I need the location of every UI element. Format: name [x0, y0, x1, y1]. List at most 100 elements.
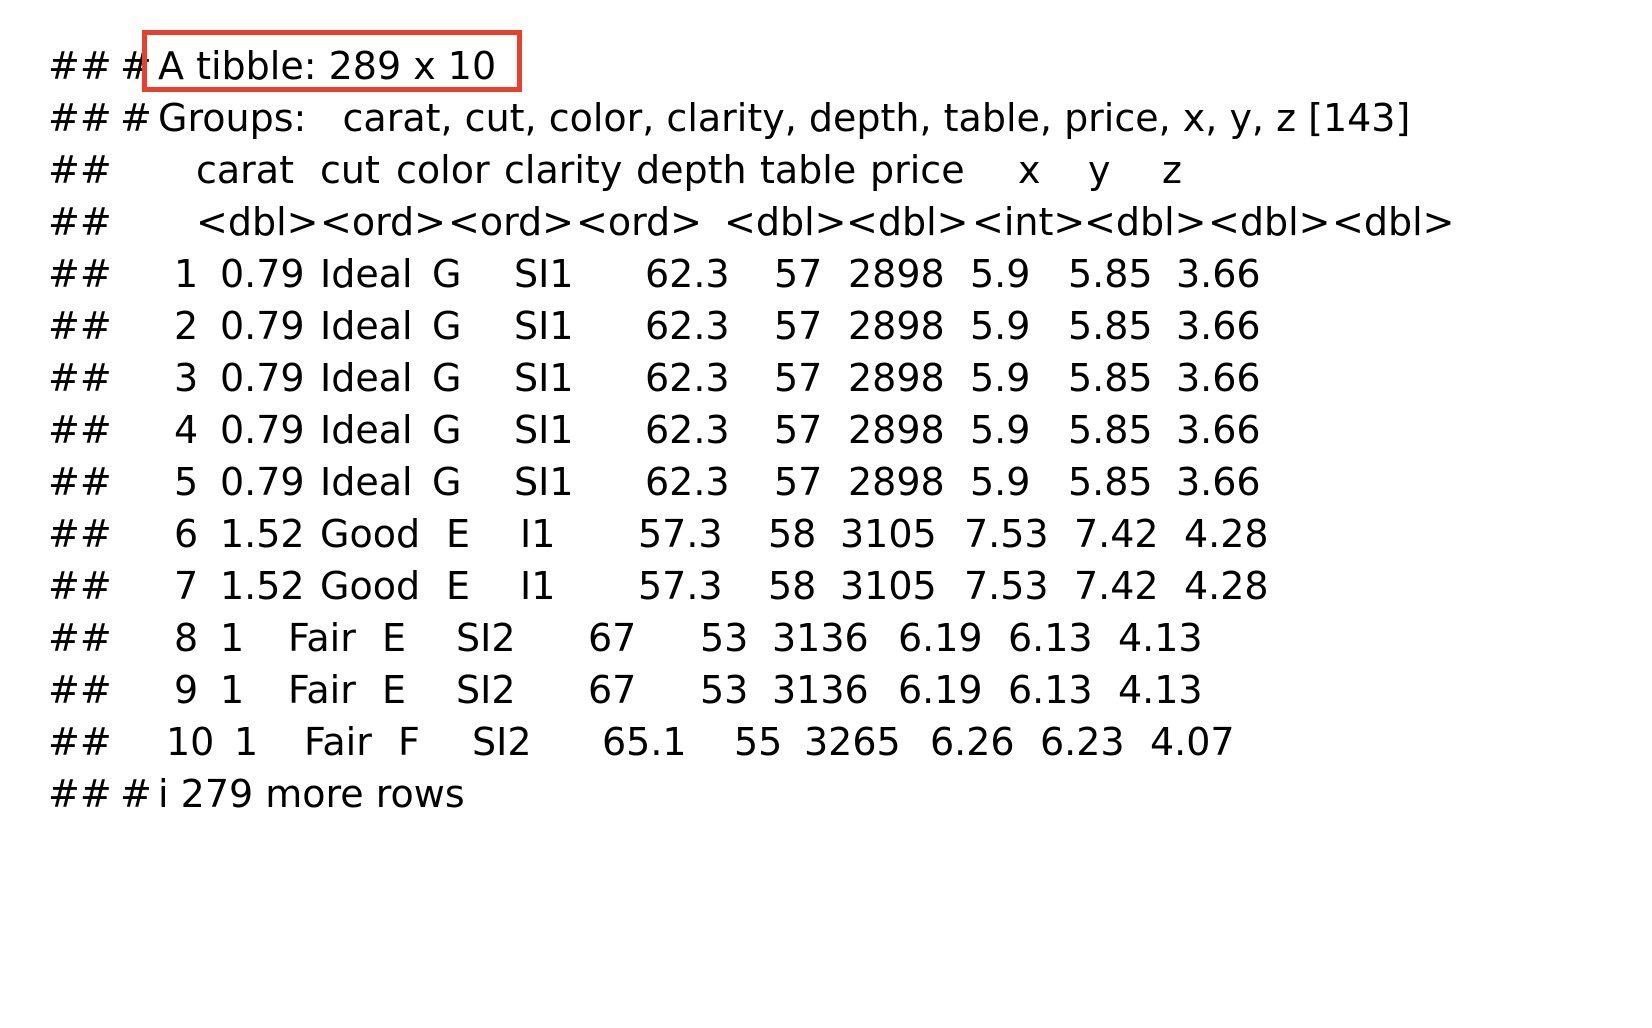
cell-clarity: SI1	[514, 460, 574, 504]
cell-clarity: SI1	[514, 304, 574, 348]
table-rows: ## 1 0.79 Ideal G SI1 62.3 57 2898 5.9 5.85 3.66 ## 2…	[48, 248, 1608, 768]
cell-color: E	[446, 512, 471, 556]
row-index: 8	[174, 616, 199, 660]
cell-y: 7.42	[1074, 564, 1159, 608]
cell-price: 2898	[848, 252, 945, 296]
column-header-carat: carat	[196, 148, 294, 192]
table-row: ## 5 0.79 Ideal G SI1 62.3 57 2898 5.9 5.85 3.66	[48, 456, 1608, 508]
cell-table: 58	[768, 564, 817, 608]
comment-prefix: ##	[48, 564, 112, 608]
cell-x: 6.26	[930, 720, 1015, 764]
cell-z: 3.66	[1176, 356, 1261, 400]
comment-marker: #	[120, 772, 152, 816]
column-header-z: z	[1162, 148, 1182, 192]
cell-x: 5.9	[970, 252, 1031, 296]
cell-depth: 62.3	[645, 356, 730, 400]
cell-depth: 62.3	[645, 408, 730, 452]
cell-z: 4.28	[1184, 564, 1269, 608]
cell-color: G	[432, 460, 462, 504]
cell-table: 55	[734, 720, 783, 764]
cell-y: 6.13	[1008, 668, 1093, 712]
cell-y: 6.13	[1008, 616, 1093, 660]
cell-cut: Fair	[288, 668, 356, 712]
column-type-line: ## <dbl> <ord> <ord> <ord> <dbl> <dbl> <int> <d…	[48, 196, 1608, 248]
cell-clarity: I1	[520, 512, 556, 556]
cell-depth: 62.3	[645, 252, 730, 296]
cell-y: 5.85	[1068, 252, 1153, 296]
column-type-y: <dbl>	[1208, 200, 1331, 244]
cell-cut: Fair	[304, 720, 372, 764]
column-type-cut: <ord>	[320, 200, 447, 244]
cell-carat: 0.79	[220, 252, 305, 296]
cell-depth: 57.3	[638, 512, 723, 556]
cell-price: 2898	[848, 460, 945, 504]
table-row: ## 10 1 Fair F SI2 65.1 55 3265 6.26 6.23 4.07	[48, 716, 1608, 768]
comment-prefix: ##	[48, 772, 112, 816]
cell-clarity: SI2	[456, 616, 516, 660]
cell-price: 3136	[772, 616, 869, 660]
more-rows-line: ## # i 279 more rows	[48, 768, 1608, 820]
cell-carat: 1.52	[220, 564, 305, 608]
column-header-color: color	[396, 148, 490, 192]
cell-clarity: SI1	[514, 252, 574, 296]
cell-carat: 1	[220, 616, 245, 660]
cell-price: 2898	[848, 356, 945, 400]
comment-prefix: ##	[48, 148, 112, 192]
cell-table: 53	[700, 616, 749, 660]
comment-prefix: ##	[48, 96, 112, 140]
column-header-cut: cut	[320, 148, 380, 192]
table-row: ## 1 0.79 Ideal G SI1 62.3 57 2898 5.9 5.85 3.66	[48, 248, 1608, 300]
cell-x: 7.53	[964, 512, 1049, 556]
cell-x: 5.9	[970, 356, 1031, 400]
cell-carat: 1	[234, 720, 259, 764]
comment-prefix: ##	[48, 304, 112, 348]
cell-cut: Good	[320, 512, 421, 556]
cell-cut: Ideal	[320, 460, 413, 504]
groups-text: Groups: carat, cut, color, clarity, dept…	[158, 96, 1411, 140]
cell-depth: 57.3	[638, 564, 723, 608]
cell-depth: 67	[588, 616, 637, 660]
table-row: ## 8 1 Fair E SI2 67 53 3136 6.19 6.13 4.13	[48, 612, 1608, 664]
cell-carat: 0.79	[220, 460, 305, 504]
cell-cut: Ideal	[320, 304, 413, 348]
cell-x: 5.9	[970, 460, 1031, 504]
cell-depth: 62.3	[645, 460, 730, 504]
cell-depth: 65.1	[602, 720, 687, 764]
cell-y: 5.85	[1068, 460, 1153, 504]
comment-prefix: ##	[48, 252, 112, 296]
cell-x: 7.53	[964, 564, 1049, 608]
cell-z: 3.66	[1176, 304, 1261, 348]
cell-y: 5.85	[1068, 408, 1153, 452]
cell-x: 6.19	[898, 668, 983, 712]
cell-depth: 67	[588, 668, 637, 712]
cell-z: 4.28	[1184, 512, 1269, 556]
column-type-clarity: <ord>	[576, 200, 703, 244]
comment-prefix: ##	[48, 44, 112, 88]
cell-price: 2898	[848, 408, 945, 452]
cell-table: 57	[774, 304, 823, 348]
cell-color: G	[432, 304, 462, 348]
cell-carat: 1	[220, 668, 245, 712]
cell-color: G	[432, 408, 462, 452]
cell-cut: Ideal	[320, 356, 413, 400]
column-header-y: y	[1088, 148, 1111, 192]
cell-color: G	[432, 356, 462, 400]
cell-price: 3265	[804, 720, 901, 764]
table-row: ## 7 1.52 Good E I1 57.3 58 3105 7.53 7.42 4.28	[48, 560, 1608, 612]
tibble-dimensions-text: A tibble: 289 x 10	[158, 44, 497, 88]
cell-carat: 0.79	[220, 304, 305, 348]
cell-clarity: SI1	[514, 356, 574, 400]
cell-color: E	[382, 616, 407, 660]
row-index: 9	[174, 668, 199, 712]
groups-line: ## # Groups: carat, cut, color, clarity,…	[48, 92, 1608, 144]
cell-table: 53	[700, 668, 749, 712]
comment-prefix: ##	[48, 720, 112, 764]
cell-y: 5.85	[1068, 304, 1153, 348]
cell-color: E	[446, 564, 471, 608]
cell-price: 3105	[840, 512, 937, 556]
cell-table: 57	[774, 356, 823, 400]
cell-z: 4.13	[1118, 616, 1203, 660]
comment-prefix: ##	[48, 200, 112, 244]
cell-z: 3.66	[1176, 460, 1261, 504]
comment-marker: #	[120, 44, 152, 88]
